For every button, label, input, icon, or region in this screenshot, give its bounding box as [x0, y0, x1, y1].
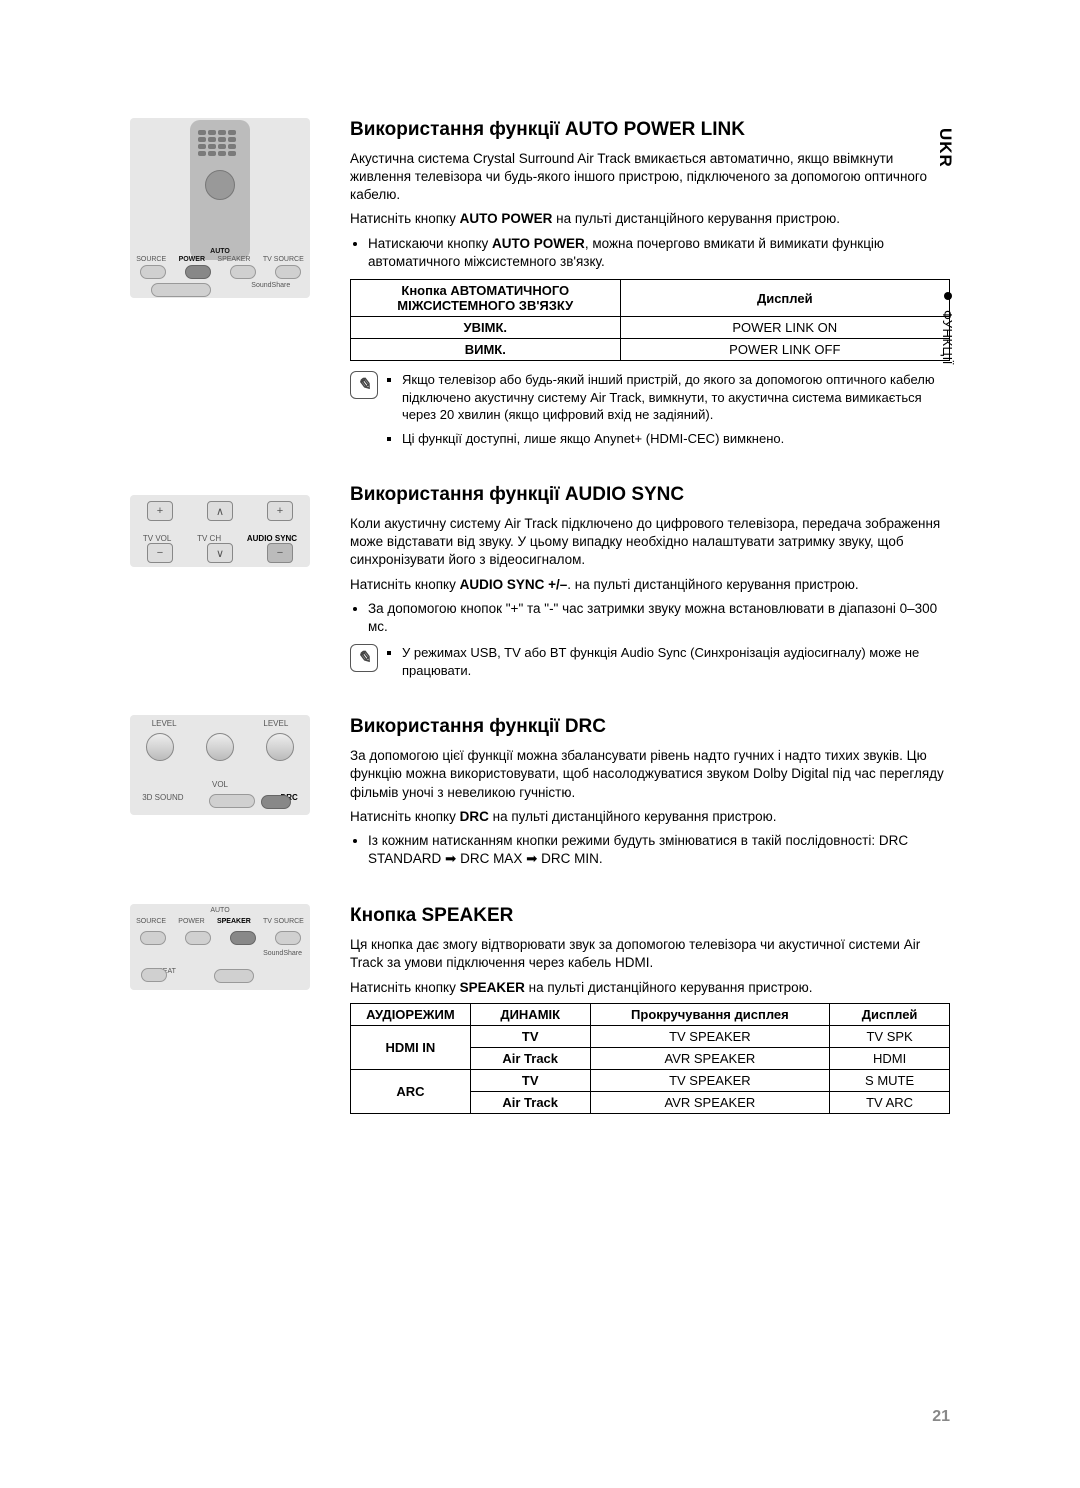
fig-label-tvsource: TV SOURCE	[263, 256, 304, 263]
fig-label-level-r: LEVEL	[263, 719, 288, 728]
fig-label-3dsound: 3D SOUND	[142, 793, 183, 809]
section-auto-power-link: AUTO SOURCE POWER SPEAKER TV SOURCE Soun…	[130, 118, 950, 473]
fig-label-power: POWER	[179, 256, 205, 263]
table-row: ARC TV TV SPEAKER S MUTE	[351, 1069, 950, 1091]
table-header: Дисплей	[830, 1003, 950, 1025]
fig-label-auto: AUTO	[210, 248, 230, 255]
fig-label-tvch: TV CH	[197, 534, 221, 543]
note-item: У режимах USB, TV або BT функція Audio S…	[402, 644, 950, 679]
fig-label-speaker: SPEAKER	[217, 918, 251, 925]
section-audio-sync: + ∧ + TV VOL TV CH AUDIO SYNC − ∨ − Вико…	[130, 483, 950, 705]
table-header: Прокручування дисплея	[590, 1003, 830, 1025]
bullet: Із кожним натисканням кнопки режими буду…	[368, 832, 950, 868]
note-icon: ✎	[350, 371, 378, 399]
speaker-table: АУДІОРЕЖИМ ДИНАМІК Прокручування дисплея…	[350, 1003, 950, 1114]
para: Натисніть кнопку DRC на пульті дистанцій…	[350, 808, 950, 826]
page-content: AUTO SOURCE POWER SPEAKER TV SOURCE Soun…	[130, 118, 950, 1134]
table-row: ВИМК. POWER LINK OFF	[351, 339, 950, 361]
bullet: Натискаючи кнопку AUTO POWER, можна поче…	[368, 235, 950, 271]
table-header: ДИНАМІК	[470, 1003, 590, 1025]
table-header: Кнопка АВТОМАТИЧНОГО МІЖСИСТЕМНОГО ЗВ'ЯЗ…	[351, 280, 621, 317]
fig-label-level-l: LEVEL	[152, 719, 177, 728]
fig-label-auto: AUTO	[210, 907, 229, 914]
note-item: Ці функції доступні, лише якщо Anynet+ (…	[402, 430, 950, 448]
section-drc: LEVEL LEVEL VOL 3D SOUND DRC Вик	[130, 715, 950, 876]
remote-figure-auto-power: AUTO SOURCE POWER SPEAKER TV SOURCE Soun…	[130, 118, 310, 298]
remote-figure-speaker: AUTO SOURCE POWER SPEAKER TV SOURCE Soun…	[130, 904, 310, 990]
auto-power-table: Кнопка АВТОМАТИЧНОГО МІЖСИСТЕМНОГО ЗВ'ЯЗ…	[350, 279, 950, 361]
para: За допомогою цієї функції можна збалансу…	[350, 747, 950, 802]
para: Ця кнопка дає змогу відтворювати звук за…	[350, 936, 950, 972]
fig-label-power: POWER	[178, 918, 204, 925]
fig-label-speaker: SPEAKER	[217, 256, 250, 263]
para: Коли акустичну систему Air Track підключ…	[350, 515, 950, 570]
table-header: Дисплей	[620, 280, 949, 317]
para: Натисніть кнопку AUTO POWER на пульті ди…	[350, 210, 950, 228]
remote-figure-audio-sync: + ∧ + TV VOL TV CH AUDIO SYNC − ∨ −	[130, 495, 310, 567]
para: Натисніть кнопку AUDIO SYNC +/–. на пуль…	[350, 576, 950, 594]
note-icon: ✎	[350, 644, 378, 672]
section-speaker: AUTO SOURCE POWER SPEAKER TV SOURCE Soun…	[130, 904, 950, 1123]
remote-figure-drc: LEVEL LEVEL VOL 3D SOUND DRC	[130, 715, 310, 815]
fig-label-soundshare: SoundShare	[263, 950, 302, 957]
note-box: ✎ У режимах USB, TV або BT функція Audio…	[350, 644, 950, 693]
fig-label-tvsource: TV SOURCE	[263, 918, 304, 925]
fig-label-vol: VOL	[212, 780, 228, 789]
note-box: ✎ Якщо телевізор або будь-який інший при…	[350, 371, 950, 461]
table-row: УВІМК. POWER LINK ON	[351, 317, 950, 339]
fig-label-soundshare: SoundShare	[251, 282, 290, 298]
heading-audio-sync: Використання функції AUDIO SYNC	[350, 483, 950, 507]
page-number: 21	[932, 1408, 950, 1426]
note-item: Якщо телевізор або будь-який інший прист…	[402, 371, 950, 424]
heading-speaker: Кнопка SPEAKER	[350, 904, 950, 928]
para: Натисніть кнопку SPEAKER на пульті диста…	[350, 979, 950, 997]
fig-label-source: SOURCE	[136, 918, 166, 925]
fig-label-audiosync: AUDIO SYNC	[247, 534, 297, 543]
bullet: За допомогою кнопок "+" та "-" час затри…	[368, 600, 950, 636]
table-row: HDMI IN TV TV SPEAKER TV SPK	[351, 1025, 950, 1047]
heading-drc: Використання функції DRC	[350, 715, 950, 739]
table-header: АУДІОРЕЖИМ	[351, 1003, 471, 1025]
fig-label-source: SOURCE	[136, 256, 166, 263]
heading-auto-power-link: Використання функції AUTO POWER LINK	[350, 118, 950, 142]
fig-label-tvvol: TV VOL	[143, 534, 171, 543]
para: Акустична система Crystal Surround Air T…	[350, 150, 950, 205]
